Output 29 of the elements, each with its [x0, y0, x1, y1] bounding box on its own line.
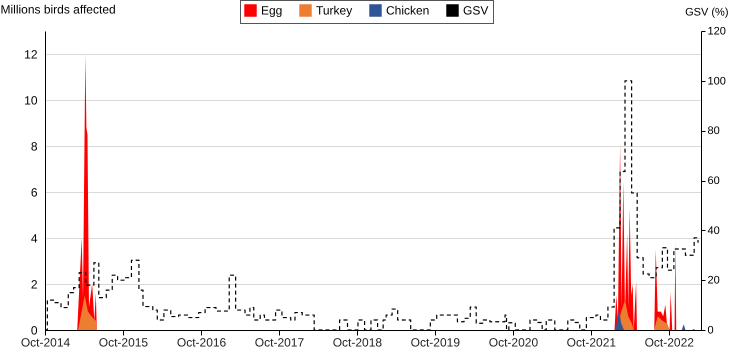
y-tick-label: 6 — [30, 186, 38, 200]
x-tick-label: Oct-2014 — [20, 336, 71, 349]
y2-tick-label: 100 — [708, 75, 726, 88]
y-tick-label: 10 — [24, 94, 38, 108]
y2-tick-label: 80 — [708, 125, 720, 138]
y-tick-label: 0 — [30, 324, 38, 338]
x-tick-label: Oct-2020 — [488, 336, 538, 349]
x-tick-label: Oct-2016 — [176, 336, 227, 349]
x-tick-label: Oct-2015 — [98, 336, 148, 349]
y-tick-label: 4 — [30, 232, 38, 246]
legend-label: Chicken — [386, 4, 430, 18]
legend-label: Egg — [261, 4, 282, 18]
legend-label: GSV — [463, 4, 488, 18]
y-tick-label: 8 — [30, 140, 38, 154]
y-tick-label: 12 — [24, 48, 38, 62]
y2-tick-label: 40 — [708, 224, 720, 237]
x-tick-label: Oct-2022 — [644, 336, 694, 349]
x-tick-label: Oct-2018 — [332, 336, 382, 349]
y-tick-label: 2 — [30, 278, 38, 292]
y2-tick-label: 20 — [708, 274, 720, 287]
legend-label: Turkey — [316, 4, 352, 18]
y2-tick-label: 120 — [708, 26, 726, 38]
y2-tick-label: 0 — [708, 324, 714, 336]
x-tick-label: Oct-2021 — [566, 336, 616, 349]
y-axis-title: Millions birds affected — [0, 2, 116, 16]
y2-tick-label: 60 — [708, 175, 720, 187]
y2-axis-title: GSV (%) — [685, 6, 728, 18]
x-tick-label: Oct-2017 — [254, 336, 304, 349]
x-tick-label: Oct-2019 — [410, 336, 460, 349]
